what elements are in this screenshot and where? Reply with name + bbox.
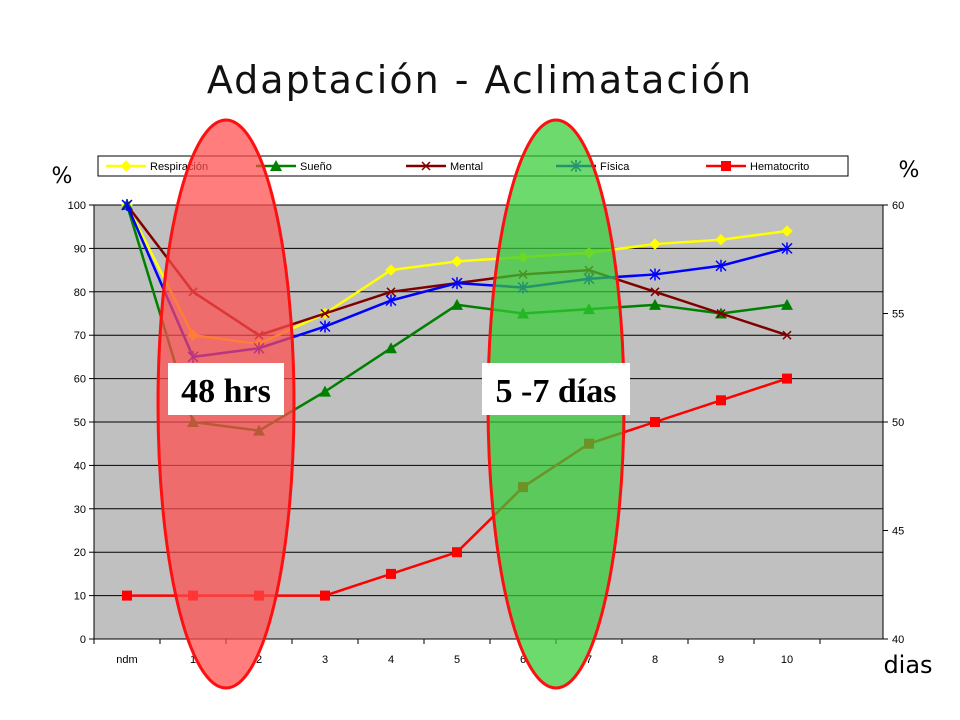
legend-box	[97, 155, 849, 177]
data-point	[122, 590, 132, 601]
annotation-layer: 48 hrs 5 -7 días	[156, 118, 630, 690]
y-right-tick-label: 40	[892, 634, 904, 646]
data-point	[649, 268, 661, 281]
y-left-tick-label: 30	[74, 504, 86, 516]
x-axis-label: dias	[883, 651, 932, 679]
y-left-tick-label: 10	[74, 591, 86, 603]
data-point	[386, 287, 396, 297]
annotation-label-box	[168, 363, 284, 415]
data-point	[781, 298, 793, 310]
data-point	[451, 255, 463, 268]
data-point	[451, 298, 463, 310]
y-left-tick-label: 20	[74, 547, 86, 559]
y-axis-label-left: %	[52, 164, 73, 189]
data-point	[649, 238, 661, 250]
legend-label: Mental	[450, 161, 483, 173]
legend-label: Hematocrito	[750, 161, 809, 173]
y-right-tick-label: 45	[892, 526, 904, 538]
annotation-label: 48 hrs	[181, 373, 271, 410]
data-point	[121, 199, 133, 211]
x-tick-label: 5	[454, 654, 460, 666]
data-point	[649, 298, 661, 310]
legend-swatch-marker	[721, 161, 731, 171]
data-point	[782, 330, 792, 340]
y-left-tick-label: 70	[74, 330, 86, 342]
data-point	[715, 234, 727, 246]
legend-swatch-marker	[270, 160, 282, 171]
y-axis-label-right: %	[899, 158, 920, 183]
annotation-label: 5 -7 días	[496, 373, 617, 410]
legend-label: Sueño	[300, 161, 332, 173]
x-tick-label: 2	[256, 654, 262, 666]
data-point	[385, 264, 397, 276]
y-left-tick-label: 0	[80, 634, 86, 646]
x-tick-label: 3	[322, 654, 328, 666]
y-left-tick-label: 50	[74, 417, 86, 429]
annotation-label-box	[482, 363, 630, 415]
y-left-tick-label: 80	[74, 287, 86, 299]
data-point	[452, 547, 462, 558]
data-point	[781, 242, 793, 255]
data-point	[715, 259, 727, 272]
data-point	[650, 417, 660, 427]
y-left-tick-label: 60	[74, 374, 86, 386]
legend-swatch-marker	[120, 160, 132, 172]
x-tick-label: 10	[781, 654, 793, 666]
y-right-tick-label: 50	[892, 417, 904, 429]
x-tick-label: 8	[652, 654, 658, 666]
legend-label: Física	[600, 161, 630, 173]
data-point	[319, 385, 331, 397]
y-left-tick-label: 40	[74, 460, 86, 472]
x-tick-label: 9	[718, 654, 724, 666]
data-point	[320, 590, 330, 601]
data-point	[320, 308, 330, 319]
y-right-tick-label: 60	[892, 200, 904, 212]
data-point	[716, 308, 726, 319]
data-point	[386, 568, 396, 579]
y-left-tick-label: 100	[68, 200, 86, 212]
x-tick-label: 4	[388, 654, 394, 666]
x-tick-label: 7	[586, 654, 592, 666]
data-point	[451, 277, 463, 290]
x-tick-label: ndm	[116, 654, 137, 666]
data-point	[716, 395, 726, 406]
data-point	[650, 287, 660, 297]
slide-title: Adaptación - Aclimatación	[206, 58, 754, 102]
y-left-tick-label: 90	[74, 243, 86, 255]
data-point	[781, 225, 793, 237]
data-point	[782, 373, 792, 384]
annotation: 48 hrs	[156, 118, 296, 690]
legend: Respiración Sueño Mental Física Hematocrito	[97, 155, 849, 177]
y-right-tick-label: 55	[892, 309, 904, 321]
x-tick-label: 1	[190, 654, 196, 666]
data-point	[319, 320, 331, 333]
x-tick-label: 6	[520, 654, 526, 666]
data-point	[385, 342, 397, 354]
data-point	[385, 294, 397, 307]
annotation: 5 -7 días	[482, 118, 630, 690]
legend-swatch-marker	[421, 161, 431, 171]
